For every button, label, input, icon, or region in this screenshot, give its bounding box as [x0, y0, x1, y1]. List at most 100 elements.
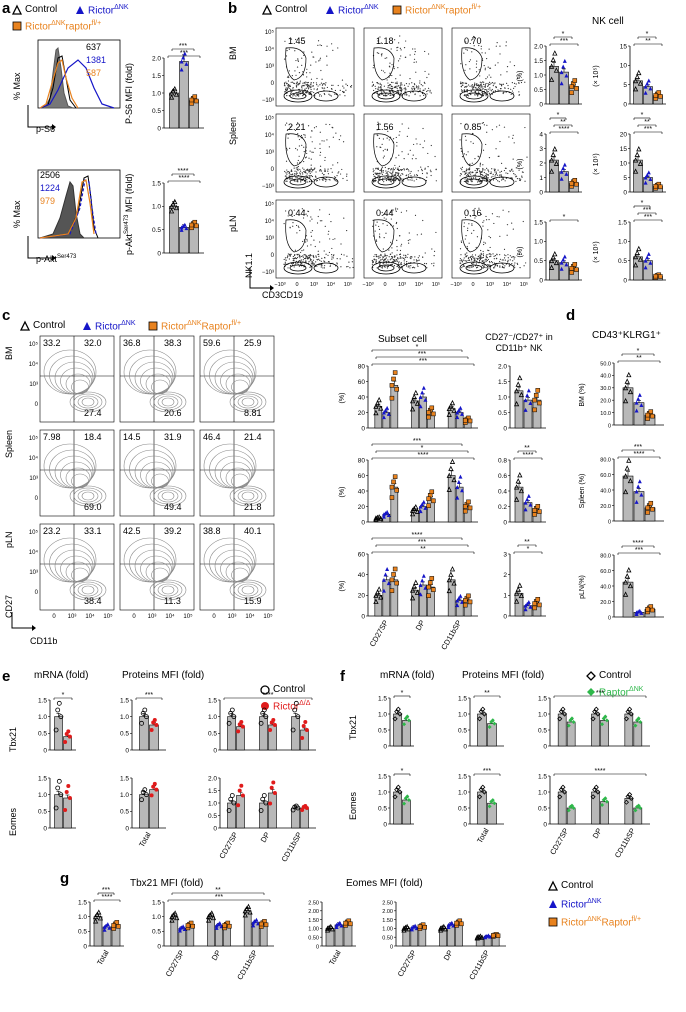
event-dot: [376, 167, 378, 169]
event-dot: [423, 94, 425, 97]
data-point: [632, 253, 639, 260]
event-dot: [297, 159, 299, 162]
event-dot: [331, 247, 333, 250]
event-dot: [285, 172, 287, 174]
bar-chart: 00.20.40.60.8******: [498, 445, 546, 526]
data-point: [409, 397, 416, 404]
event-dot: [297, 136, 299, 138]
event-dot: [512, 92, 514, 94]
y-tick-label: 1.00: [382, 927, 393, 933]
event-dot: [305, 81, 307, 83]
event-dot: [293, 258, 295, 260]
event-dot: [382, 179, 384, 181]
significance-star: ****: [178, 168, 189, 175]
data-point: [636, 69, 642, 76]
x-tick-label: 0: [132, 614, 136, 620]
data-point: [626, 371, 632, 378]
event-dot: [479, 254, 481, 256]
event-dot: [495, 172, 497, 175]
event-dot: [296, 171, 298, 173]
event-dot: [304, 134, 306, 136]
y-tick-label: 20.0: [600, 600, 611, 606]
event-dot: [317, 253, 319, 256]
data-point: [557, 716, 563, 722]
event-dot: [502, 177, 504, 179]
event-dot: [399, 177, 401, 179]
event-dot: [463, 265, 465, 267]
data-point: [571, 806, 576, 810]
event-dot: [461, 267, 463, 269]
data-point: [634, 151, 640, 157]
event-dot: [511, 82, 513, 84]
event-dot: [500, 88, 502, 90]
event-dot: [499, 140, 501, 143]
event-dot: [483, 264, 485, 266]
event-dot: [319, 241, 321, 243]
significance-star: ****: [559, 126, 570, 133]
data-point: [239, 783, 244, 788]
event-dot: [350, 84, 353, 87]
event-dot: [311, 141, 313, 143]
data-point: [481, 711, 487, 717]
event-dot: [465, 139, 467, 141]
y-tick-label: 1.5: [378, 773, 387, 780]
event-dot: [496, 174, 499, 176]
event-dot: [474, 169, 476, 172]
event-dot: [416, 174, 418, 176]
event-dot: [285, 87, 287, 89]
y-tick-label: 2: [539, 160, 543, 167]
event-dot: [489, 178, 491, 181]
event-dot: [483, 266, 486, 268]
data-point: [487, 724, 492, 729]
data-point: [523, 407, 528, 412]
event-dot: [469, 85, 471, 87]
event-dot: [287, 84, 289, 87]
gate-percentage: 2.21: [288, 122, 306, 132]
data-point: [420, 502, 425, 507]
y-tick-label: 0: [361, 425, 365, 432]
event-dot: [505, 177, 507, 179]
event-dot: [297, 84, 299, 86]
event-dot: [376, 146, 378, 148]
event-dot: [400, 82, 403, 84]
event-dot: [505, 91, 507, 93]
event-dot: [311, 91, 313, 93]
event-dot: [384, 255, 386, 257]
event-dot: [507, 254, 509, 256]
event-dot: [309, 171, 311, 173]
event-dot: [375, 240, 378, 242]
y-tick-label: 0.8: [498, 457, 507, 464]
data-point: [231, 800, 237, 806]
data-point: [535, 504, 541, 509]
event-dot: [476, 170, 478, 172]
event-dot: [317, 40, 320, 42]
data-point: [638, 806, 643, 810]
data-point: [251, 923, 256, 928]
event-dot: [483, 175, 485, 178]
event-dot: [521, 176, 523, 178]
event-dot: [464, 253, 466, 255]
event-dot: [383, 255, 385, 257]
data-point: [409, 406, 416, 412]
density-contour: [229, 579, 267, 601]
event-dot: [465, 172, 467, 175]
event-dot: [500, 83, 502, 86]
data-point: [268, 728, 273, 732]
event-dot: [296, 176, 298, 178]
event-dot: [283, 263, 285, 265]
event-dot: [381, 53, 383, 55]
event-dot: [426, 93, 428, 95]
event-dot: [389, 253, 392, 255]
bar: [236, 726, 245, 751]
x-category-label: DP: [442, 949, 455, 963]
event-dot: [384, 148, 386, 150]
event-dot: [338, 171, 340, 173]
event-dot: [397, 90, 400, 92]
nk-gate: [461, 47, 483, 81]
event-dot: [397, 167, 399, 169]
density-contour: [237, 489, 259, 503]
event-dot: [518, 169, 520, 171]
y-tick-label: 0: [503, 613, 507, 620]
event-dot: [472, 142, 474, 144]
